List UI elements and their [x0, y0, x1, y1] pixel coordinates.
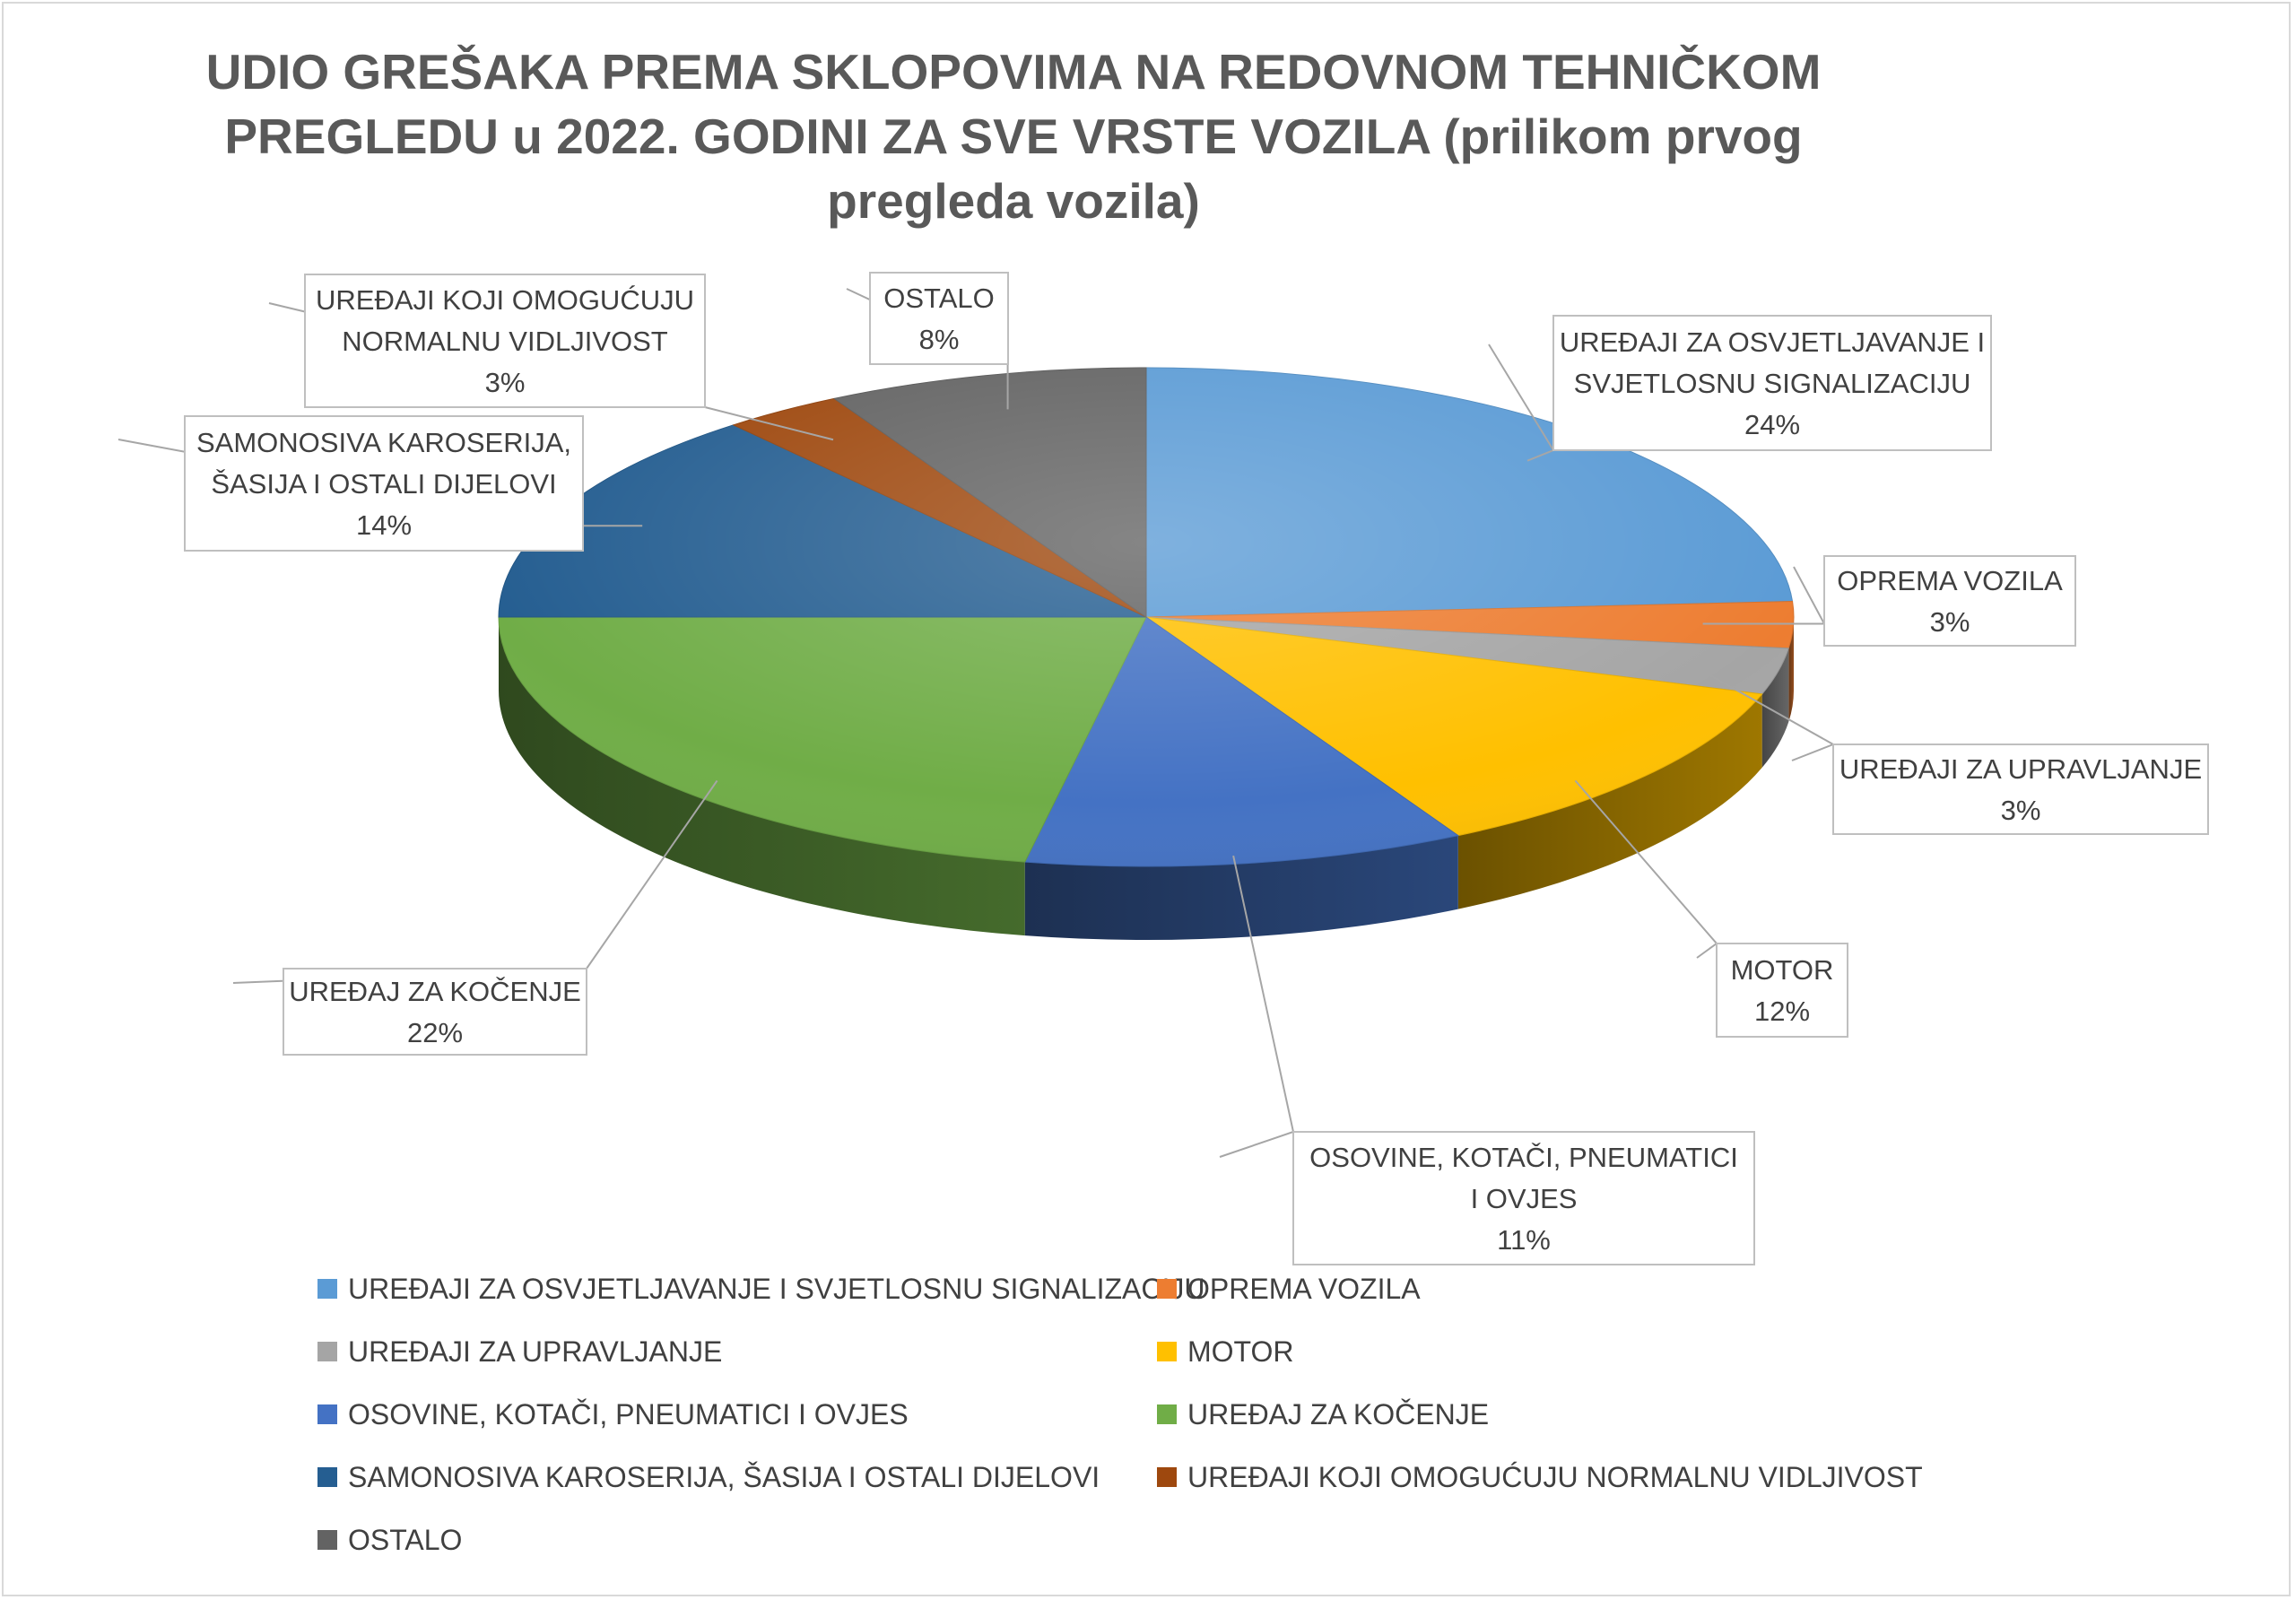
pie-side-oprema-vozila: [1788, 617, 1794, 722]
data-label-name: SVJETLOSNU SIGNALIZACIJU: [1574, 368, 1971, 399]
legend: UREĐAJI ZA OSVJETLJAVANJE I SVJETLOSNU S…: [317, 1273, 1923, 1556]
pie-side-layer: [499, 617, 1794, 940]
data-label-percent: 14%: [356, 509, 412, 541]
pie-side-uredaji-za-upravljanje: [1761, 648, 1789, 768]
data-label-name: OSTALO: [883, 283, 994, 314]
legend-swatch: [317, 1530, 337, 1550]
legend-item-oprema-vozila: OPREMA VOZILA: [1157, 1273, 1421, 1305]
legend-label: UREĐAJ ZA KOČENJE: [1187, 1398, 1489, 1430]
legend-item-uredaj-za-kocenje: UREĐAJ ZA KOČENJE: [1157, 1398, 1489, 1430]
legend-item-uredaji-za-osvjetljavanje-i-svjetlosnu-signalizaciju: UREĐAJI ZA OSVJETLJAVANJE I SVJETLOSNU S…: [317, 1273, 1205, 1305]
legend-swatch: [317, 1279, 337, 1299]
data-label-box: [304, 274, 706, 408]
legend-swatch: [317, 1467, 337, 1487]
pie-top-layer: [498, 367, 1795, 867]
legend-label: UREĐAJI KOJI OMOGUĆUJU NORMALNU VIDLJIVO…: [1187, 1461, 1923, 1493]
data-label-uredaji-koji-omogucuju-normalnu-vidljivost: UREĐAJI KOJI OMOGUĆUJU NORMALNU VIDLJIVOS…: [268, 274, 834, 441]
legend-swatch: [1157, 1467, 1177, 1487]
data-label-percent: 3%: [1930, 606, 1970, 638]
data-label-percent: 3%: [2001, 795, 2041, 826]
data-label-percent: 3%: [485, 367, 526, 398]
data-label-oprema-vozila: OPREMA VOZILA 3%: [1702, 555, 2076, 647]
data-label-name: UREĐAJI ZA OSVJETLJAVANJE I: [1560, 326, 1985, 358]
chart-title-line-3: pregleda vozila): [827, 173, 1200, 229]
data-label-box: [1292, 1131, 1755, 1265]
data-label-layer: UREĐAJI ZA OSVJETLJAVANJE I SVJETLOSNU SI…: [117, 272, 2209, 1265]
data-label-box: [869, 272, 1009, 365]
legend-item-samonosiva-karoserija-sasija-i-ostali-dijelovi: SAMONOSIVA KAROSERIJA, ŠASIJA I OSTALI D…: [317, 1461, 1100, 1493]
legend-item-uredaji-koji-omogucuju-normalnu-vidljivost: UREĐAJI KOJI OMOGUĆUJU NORMALNU VIDLJIVO…: [1157, 1461, 1923, 1493]
data-label-name: UREĐAJI ZA UPRAVLJANJE: [1839, 753, 2202, 785]
data-label-name: SAMONOSIVA KAROSERIJA,: [196, 427, 571, 458]
legend-label: OPREMA VOZILA: [1187, 1273, 1421, 1305]
data-label-box: [184, 415, 584, 552]
data-label-osovine-kotaci-pneumatici-i-ovjes: OSOVINE, KOTAČI, PNEUMATICI I OVJES 11%: [1219, 855, 1755, 1265]
data-label-box: [283, 968, 587, 1056]
pie-top-sheen: [499, 368, 1794, 866]
data-label-name: UREĐAJI KOJI OMOGUĆUJU: [316, 284, 694, 316]
legend-label: OSTALO: [348, 1524, 462, 1556]
data-label-uredaji-za-upravljanje: UREĐAJI ZA UPRAVLJANJE 3%: [1689, 663, 2209, 835]
chart-title: UDIO GREŠAKA PREMA SKLOPOVIMA NA REDOVNO…: [179, 39, 1848, 233]
pie-side-motor: [1457, 693, 1762, 909]
data-label-name: MOTOR: [1731, 954, 1834, 986]
data-label-name: UREĐAJ ZA KOČENJE: [289, 976, 581, 1007]
legend-item-osovine-kotaci-pneumatici-i-ovjes: OSOVINE, KOTAČI, PNEUMATICI I OVJES: [317, 1398, 909, 1430]
data-label-uredaj-za-kocenje: UREĐAJ ZA KOČENJE 22%: [232, 779, 718, 1056]
legend-swatch: [1157, 1404, 1177, 1424]
data-label-name: OPREMA VOZILA: [1837, 565, 2063, 596]
data-label-name: OSOVINE, KOTAČI, PNEUMATICI: [1309, 1142, 1738, 1173]
data-label-samonosiva-karoserija-sasija-i-ostali-dijelovi: SAMONOSIVA KAROSERIJA, ŠASIJA I OSTALI DI…: [117, 415, 643, 552]
data-label-percent: 22%: [407, 1017, 463, 1048]
data-label-box: [1823, 555, 2076, 647]
legend-swatch: [317, 1404, 337, 1424]
data-label-percent: 24%: [1744, 409, 1800, 440]
legend-label: UREĐAJI ZA OSVJETLJAVANJE I SVJETLOSNU S…: [348, 1273, 1205, 1305]
legend-item-motor: MOTOR: [1157, 1335, 1294, 1368]
legend-swatch: [1157, 1279, 1177, 1299]
data-label-box: [1832, 743, 2209, 835]
legend-item-ostalo: OSTALO: [317, 1524, 462, 1556]
chart-title-line-2: PREGLEDU u 2022. GODINI ZA SVE VRSTE VOZ…: [224, 109, 1803, 164]
legend-swatch: [1157, 1342, 1177, 1361]
legend-label: UREĐAJI ZA UPRAVLJANJE: [348, 1335, 722, 1368]
data-label-name: NORMALNU VIDLJIVOST: [342, 326, 668, 357]
data-label-ostalo: OSTALO 8%: [846, 272, 1009, 410]
data-label-percent: 12%: [1754, 996, 1810, 1027]
data-label-uredaji-za-osvjetljavanje-i-svjetlosnu-signalizaciju: UREĐAJI ZA OSVJETLJAVANJE I SVJETLOSNU SI…: [1488, 315, 1992, 462]
chart-title-line-1: UDIO GREŠAKA PREMA SKLOPOVIMA NA REDOVNO…: [205, 44, 1822, 100]
legend-label: SAMONOSIVA KAROSERIJA, ŠASIJA I OSTALI D…: [348, 1461, 1100, 1493]
data-label-box: [1716, 943, 1848, 1038]
legend-swatch: [317, 1342, 337, 1361]
data-label-box: [1552, 315, 1992, 451]
data-label-percent: 8%: [919, 324, 960, 355]
data-label-name: ŠASIJA I OSTALI DIJELOVI: [211, 468, 556, 500]
pie-side-osovine-kotaci-pneumatici-i-ovjes: [1024, 835, 1458, 940]
legend-label: OSOVINE, KOTAČI, PNEUMATICI I OVJES: [348, 1398, 909, 1430]
pie-side-uredaj-za-kocenje: [499, 617, 1025, 936]
legend-item-uredaji-za-upravljanje: UREĐAJI ZA UPRAVLJANJE: [317, 1335, 722, 1368]
legend-label: MOTOR: [1187, 1335, 1294, 1368]
data-label-percent: 11%: [1497, 1224, 1551, 1256]
data-label-motor: MOTOR 12%: [1574, 779, 1848, 1038]
data-label-name: I OVJES: [1471, 1183, 1578, 1214]
